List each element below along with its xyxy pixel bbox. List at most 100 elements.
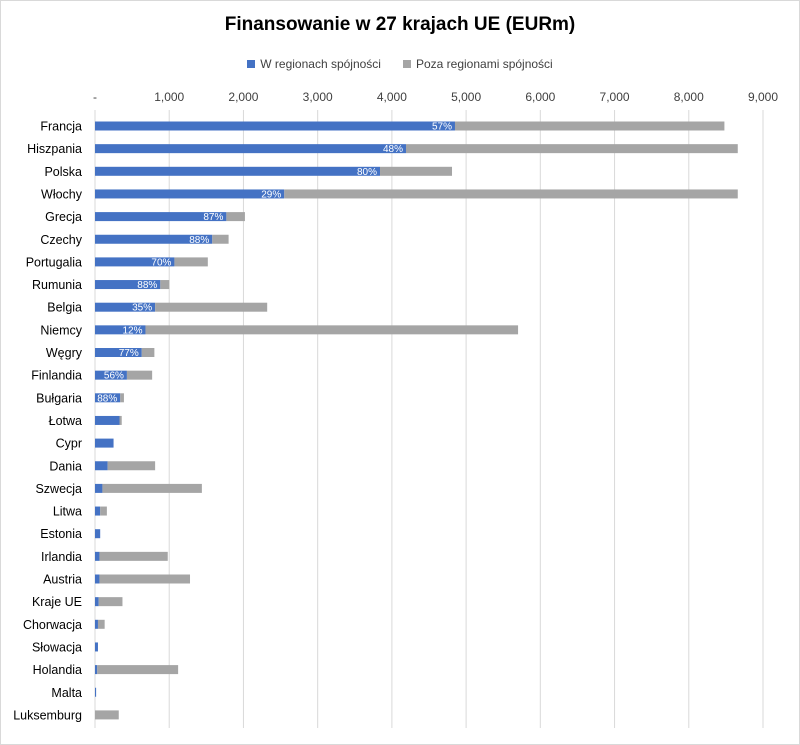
bar-cohesion [95,574,100,584]
category-label: Niemcy [40,323,82,337]
category-label: Malta [51,686,82,700]
legend-swatch-cohesion [247,60,256,68]
category-label: Grecja [45,210,82,224]
bar-non-cohesion [97,665,179,675]
category-label: Chorwacja [23,618,82,632]
chart-title: Finansowanie w 27 krajach UE (EURm) [224,14,576,35]
bar-non-cohesion [284,189,738,199]
bar-cohesion [95,665,98,675]
x-tick-label: 4,000 [377,90,407,104]
category-label: Belgia [47,301,82,315]
bar-non-cohesion [454,121,725,131]
bar-non-cohesion [174,257,208,267]
legend-swatch-non-cohesion [402,60,411,68]
bar-cohesion [95,370,127,380]
bar-cohesion [95,551,100,561]
legend-label-cohesion: W regionach spójności [260,57,381,71]
data-label: 56% [104,371,124,382]
bar-non-cohesion [100,506,107,516]
data-label: 88% [189,235,209,246]
bar-non-cohesion [102,483,202,493]
data-label: 57% [432,122,452,133]
data-label: 80% [357,167,377,178]
data-label: 88% [137,280,157,291]
category-label: Francja [40,120,82,134]
bar-cohesion [95,393,121,403]
bar-cohesion [95,597,99,607]
category-label: Słowacja [32,640,82,654]
category-label: Finlandia [31,369,82,383]
category-label: Dania [49,459,82,473]
category-label: Irlandia [41,550,82,564]
bar-non-cohesion [126,370,153,380]
bar-cohesion [95,144,406,154]
category-label: Estonia [40,527,82,541]
bar-cohesion [95,121,455,131]
bar-non-cohesion [141,348,155,357]
bar-cohesion [95,166,381,176]
bar-non-cohesion [99,574,191,584]
x-tick-label: 1,000 [154,90,184,104]
category-label: Luksemburg [13,708,82,722]
bar-non-cohesion [405,144,738,154]
bar-cohesion [95,619,98,629]
gridlines [94,110,764,728]
bar-cohesion [95,415,120,425]
bar-cohesion [95,642,98,652]
x-axis-tick-labels: - 1,000 2,000 3,000 4,000 5,000 6,000 7,000 8,00… [93,90,778,104]
bar-non-cohesion [107,461,156,471]
data-label: 29% [261,189,281,200]
data-label: 77% [119,348,139,359]
category-label: Bułgaria [36,391,82,405]
bar-non-cohesion [97,619,105,629]
x-tick-label: 8,000 [674,90,704,104]
category-label: Czechy [40,233,82,247]
x-tick-label: - [93,90,97,104]
category-label: Cypr [56,437,82,451]
bar-non-cohesion [119,415,122,425]
category-label: Włochy [41,187,83,201]
category-label: Litwa [53,505,82,519]
bar-cohesion [95,529,101,539]
bar-cohesion [95,348,142,357]
legend-entry-non-cohesion: Poza regionami spójności [402,57,553,71]
bar-non-cohesion [226,212,245,222]
bar-non-cohesion [145,325,519,335]
bar-cohesion [95,438,114,448]
category-label: Austria [43,573,82,587]
data-label: 12% [122,325,142,336]
bar-non-cohesion [155,302,268,312]
legend-entry-cohesion: W regionach spójności [247,57,381,71]
bar-cohesion [95,506,101,516]
category-label: Węgry [46,346,83,360]
chart-legend: W regionach spójności Poza regionami spó… [0,57,800,71]
x-tick-label: 9,000 [748,90,778,104]
data-label: 48% [383,144,403,155]
bar-non-cohesion [212,234,229,244]
bar-non-cohesion [99,551,168,561]
x-tick-label: 5,000 [451,90,481,104]
category-label: Szwecja [35,482,82,496]
bar-non-cohesion [120,393,124,403]
bar-cohesion [95,234,213,244]
bar-non-cohesion [160,280,170,290]
bars: 57% 48% 80% 29% 87% 88% 70% 88% 35% 12% 77% 56% 88% [95,121,738,720]
x-tick-label: 6,000 [525,90,555,104]
bar-cohesion [95,189,285,199]
category-label: Kraje UE [32,595,82,609]
bar-cohesion [95,280,161,290]
data-label: 88% [97,393,117,404]
category-label: Polska [44,165,82,179]
category-label: Portugalia [26,255,82,269]
legend-label-non-cohesion: Poza regionami spójności [415,57,553,71]
category-labels: Francja Hiszpania Polska Włochy Grecja Czechy… [13,120,83,723]
category-label: Rumunia [32,278,82,292]
x-tick-label: 2,000 [228,90,258,104]
bar-non-cohesion [95,710,119,720]
category-label: Łotwa [49,414,82,428]
bar-cohesion [95,687,97,697]
x-tick-label: 7,000 [600,90,630,104]
x-tick-label: 3,000 [303,90,333,104]
category-label: Hiszpania [27,142,82,156]
